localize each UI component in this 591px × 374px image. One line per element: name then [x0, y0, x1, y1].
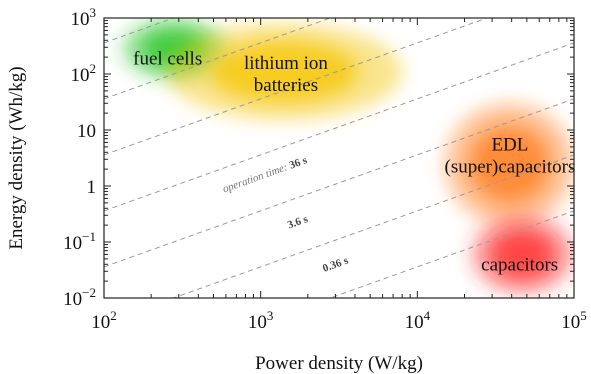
region-label: fuel cells	[133, 48, 202, 69]
y-tick-label: 10−2	[63, 285, 96, 310]
x-tick-labels: 102 103 104 105	[91, 308, 587, 333]
region-core	[469, 126, 550, 203]
y-tick-label: 102	[71, 61, 97, 86]
axis-ticks	[103, 17, 575, 299]
x-tick-label: 105	[561, 308, 587, 333]
operation-time-guides	[104, 18, 574, 298]
operation-time-line	[104, 18, 332, 100]
region-core	[490, 229, 555, 279]
operation-time-line	[172, 154, 574, 298]
region-label: EDL (super)capacitors	[445, 135, 576, 178]
operation-time-line	[104, 98, 574, 268]
x-axis-title: Power density (W/kg)	[255, 353, 423, 374]
y-tick-label: 103	[71, 5, 97, 30]
operation-time-line	[104, 42, 574, 212]
region-lithium-ion-batteries	[166, 23, 403, 121]
region-capacitors	[470, 215, 574, 294]
y-tick-label: 1	[87, 177, 97, 198]
y-tick-label: 10	[77, 121, 96, 142]
y-tick-label: 10−1	[63, 229, 96, 254]
x-tick-label: 104	[405, 308, 431, 333]
region-label: lithium ion batteries	[244, 53, 328, 96]
operation-time-line	[328, 210, 574, 298]
region-label: capacitors	[481, 254, 558, 275]
region-core	[210, 41, 358, 103]
region-labels: fuel cells lithium ion batteries EDL (super)…	[133, 48, 575, 275]
y-axis-title: Energy density (Wh/kg)	[6, 66, 27, 249]
operation-time-line	[104, 18, 489, 156]
x-tick-label: 103	[248, 308, 274, 333]
plot-frame	[103, 17, 575, 299]
x-tick-label: 102	[91, 308, 117, 333]
